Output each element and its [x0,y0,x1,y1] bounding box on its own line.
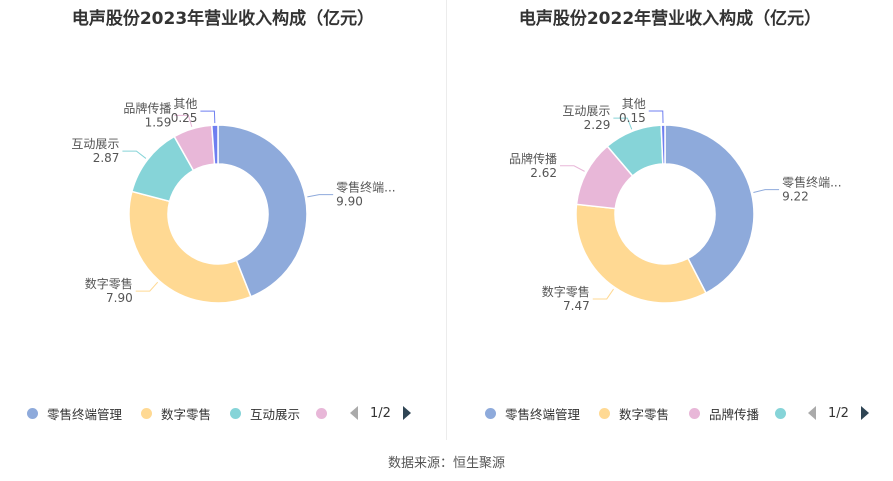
legend-page-indicator: 1/2 [828,405,849,421]
prev-page-icon[interactable] [808,406,816,420]
donut-slice[interactable] [217,124,308,298]
leader-line [122,150,147,159]
legend-item[interactable] [775,402,795,424]
slice-category-label: 其他 [622,97,646,111]
slice-value-label: 2.29 [584,118,611,132]
leader-line [592,288,614,300]
slice-value-label: 7.47 [563,299,590,313]
legend-item[interactable]: 零售终端管理 [27,402,122,424]
donut-slice[interactable] [210,124,219,165]
legend-label: 品牌传播 [709,406,760,422]
next-page-icon[interactable] [402,406,411,420]
donut-slice[interactable] [575,203,707,304]
legend-item[interactable]: 数字零售 [141,402,211,424]
slice-category-label: 互动展示 [562,104,610,118]
legend-item[interactable]: 互动展示 [230,402,300,424]
slice-category-label: 品牌传播 [509,151,557,166]
slice-category-label: 零售终端... [782,175,841,190]
legend-page-indicator: 1/2 [370,405,391,421]
legend-marker [27,407,38,419]
legend-item[interactable]: 数字零售 [599,402,669,424]
leader-line [753,189,780,193]
donut-slice[interactable] [660,124,666,165]
chart-panel-2023: 电声股份2023年营业收入构成（亿元） 零售终端... 9.90 数字零售 7.90 互… [0,0,446,440]
legend-item[interactable]: 品牌传播 [689,402,759,424]
chart-title: 电声股份2023年营业收入构成（亿元） [71,9,375,29]
legend-pager: 1/2 [808,402,869,424]
leader-line [174,114,193,127]
leader-line [135,281,159,292]
legend-marker [775,407,786,419]
slice-value-label: 9.90 [336,195,363,209]
panel-divider [446,0,447,440]
slice-category-label: 数字零售 [85,276,133,291]
legend-marker [485,407,496,419]
legend-marker [316,407,327,419]
leader-line [307,194,334,198]
slice-value-label: 0.25 [171,111,198,125]
legend-label: 数字零售 [619,406,670,422]
leader-line [200,110,216,124]
legend-marker [599,407,610,419]
slice-value-label: 1.59 [145,115,172,129]
legend-marker [230,407,241,419]
leader-line [559,165,585,172]
chart-legend: 零售终端管理 数字零售 互动展示 1/2 [0,402,446,424]
chart-title: 电声股份2022年营业收入构成（亿元） [518,9,822,29]
slice-category-label: 其他 [173,97,197,111]
next-page-icon[interactable] [860,406,869,420]
slice-value-label: 2.62 [530,166,557,180]
legend-item[interactable] [316,402,336,424]
legend-label: 零售终端管理 [505,406,581,422]
legend-pager: 1/2 [350,402,411,424]
chart-legend: 零售终端管理 数字零售 品牌传播 1/2 [447,402,893,424]
slice-value-label: 0.15 [619,111,646,125]
legend-label: 数字零售 [161,406,212,422]
slice-value-label: 2.87 [93,151,120,165]
legend-label: 互动展示 [250,406,301,422]
prev-page-icon[interactable] [350,406,358,420]
leader-line [648,110,664,124]
legend-label: 零售终端管理 [47,406,123,422]
slice-category-label: 互动展示 [71,137,119,151]
legend-marker [689,407,700,419]
donut-slice[interactable] [664,124,755,295]
legend-item[interactable]: 零售终端管理 [485,402,580,424]
donut-slice[interactable] [128,190,252,304]
slice-value-label: 7.90 [106,291,133,305]
data-source-note: 数据来源：恒生聚源 [387,456,505,471]
leader-line [613,117,633,130]
legend-marker [141,407,152,419]
slice-category-label: 零售终端... [336,180,395,195]
slice-category-label: 数字零售 [542,284,590,299]
slice-value-label: 9.22 [782,190,809,204]
chart-panel-2022: 电声股份2022年营业收入构成（亿元） 零售终端... 9.22 数字零售 7.47 品… [447,0,893,440]
slice-category-label: 品牌传播 [123,100,171,115]
